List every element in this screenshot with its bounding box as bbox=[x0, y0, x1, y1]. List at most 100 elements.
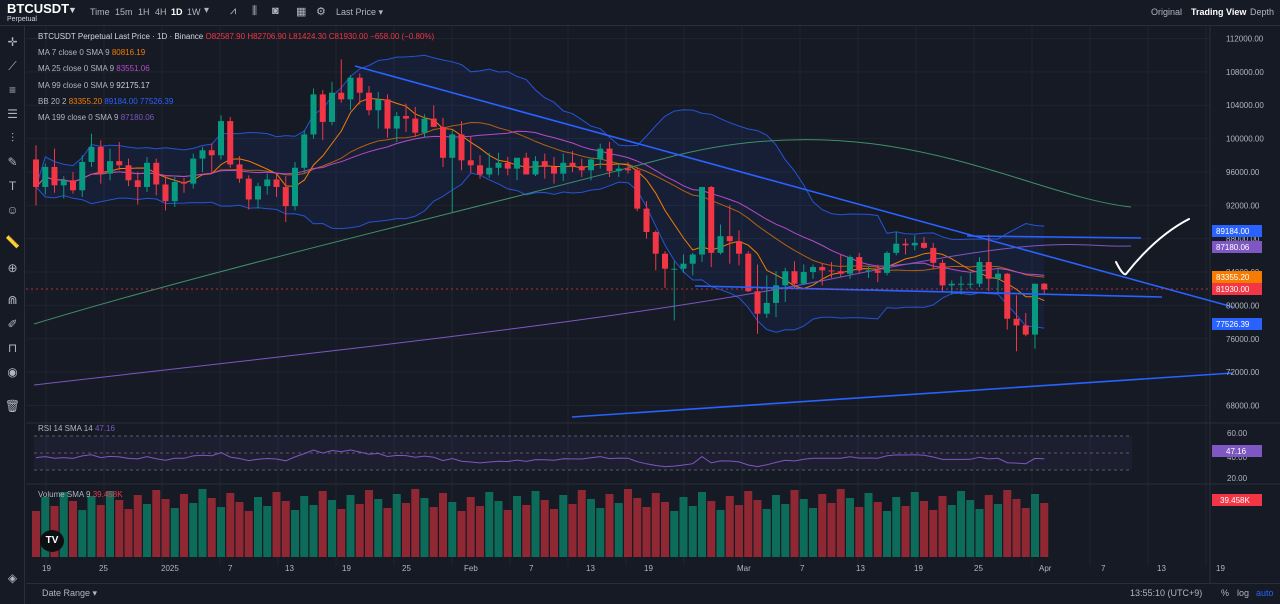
lock-icon[interactable]: ⊓ bbox=[7, 341, 18, 355]
candle bbox=[393, 111, 400, 142]
candle bbox=[347, 75, 354, 111]
candle bbox=[819, 263, 826, 286]
symbol-dropdown-icon[interactable]: ▼ bbox=[68, 5, 77, 15]
interval-4h[interactable]: 4H bbox=[155, 7, 167, 17]
interval-1w[interactable]: 1W bbox=[187, 7, 201, 17]
crosshair-icon[interactable]: ✛ bbox=[7, 35, 18, 49]
candle bbox=[551, 156, 557, 184]
legend-bb[interactable]: BB 20 2 83355.20 89184.00 77526.39 bbox=[38, 97, 173, 106]
candle bbox=[292, 161, 298, 211]
candle-body bbox=[763, 302, 770, 314]
symbol-name[interactable]: BTCUSDT bbox=[7, 1, 70, 16]
text-icon[interactable]: T bbox=[8, 179, 17, 193]
candle bbox=[847, 255, 853, 279]
candle bbox=[800, 264, 807, 285]
magnet-icon[interactable]: ⋒ bbox=[7, 293, 18, 307]
legend-rsi[interactable]: RSI 14 SMA 14 47.16 bbox=[38, 424, 115, 433]
log-toggle[interactable]: log bbox=[1237, 588, 1250, 598]
interval-15m[interactable]: 15m bbox=[115, 7, 133, 17]
candle-body bbox=[366, 92, 372, 111]
candle bbox=[477, 155, 483, 179]
percent-toggle[interactable]: % bbox=[1221, 588, 1230, 598]
clock: 13:55:10 (UTC+9) bbox=[1130, 588, 1203, 598]
trendline-icon[interactable]: ⟋ bbox=[8, 59, 17, 73]
volume-bar bbox=[550, 509, 558, 557]
volume-bar bbox=[318, 491, 327, 557]
candle-body bbox=[403, 116, 409, 119]
candle bbox=[939, 259, 946, 292]
volume-bar bbox=[272, 492, 281, 557]
legend-ma25[interactable]: MA 25 close 0 SMA 9 83551.06 bbox=[38, 64, 150, 73]
candle bbox=[773, 271, 779, 318]
price-tag bbox=[1212, 271, 1262, 283]
time-tick-label: 13 bbox=[1157, 564, 1166, 573]
view-original[interactable]: Original bbox=[1151, 7, 1183, 17]
volume-bar bbox=[115, 500, 124, 557]
contract-type: Perpetual bbox=[7, 16, 37, 23]
grid-icon[interactable]: ▦ bbox=[296, 6, 307, 18]
time-tick-label: 25 bbox=[974, 564, 983, 573]
view-trading-view[interactable]: Trading View bbox=[1191, 7, 1247, 17]
last-price-dropdown[interactable]: Last Price ▾ bbox=[336, 7, 384, 17]
candle bbox=[874, 264, 881, 283]
interval-1d[interactable]: 1D bbox=[171, 7, 183, 17]
volume-bar bbox=[503, 510, 512, 557]
candle bbox=[199, 146, 206, 172]
volume-bar bbox=[762, 509, 771, 557]
layers-icon[interactable]: ◈ bbox=[7, 571, 18, 585]
legend-ma99[interactable]: MA 99 close 0 SMA 9 92175.17 bbox=[38, 81, 150, 90]
candle-body bbox=[884, 252, 890, 273]
interval-1h[interactable]: 1H bbox=[138, 7, 150, 17]
trash-icon[interactable]: 🗑 bbox=[4, 399, 21, 413]
ruler-icon[interactable]: 📏 bbox=[5, 235, 20, 249]
candle-body bbox=[486, 167, 493, 175]
candle-body bbox=[97, 146, 104, 174]
candle bbox=[884, 251, 890, 276]
candle-style-icon[interactable]: ⫼ bbox=[252, 5, 258, 17]
candle bbox=[356, 73, 363, 105]
settings-gear-icon[interactable]: ⚙ bbox=[316, 6, 326, 18]
view-depth[interactable]: Depth bbox=[1250, 7, 1275, 17]
candle-body bbox=[569, 162, 576, 167]
fib-icon[interactable]: ☰ bbox=[7, 107, 18, 121]
legend-bb-v2: 89184.00 bbox=[104, 97, 138, 106]
candle-body bbox=[939, 262, 946, 286]
legend-ma199[interactable]: MA 199 close 0 SMA 9 87180.06 bbox=[38, 113, 154, 122]
legend-rsi-label: RSI 14 SMA 14 bbox=[38, 424, 93, 433]
date-range-button[interactable]: Date Range ▾ bbox=[42, 588, 98, 598]
candle-body bbox=[837, 271, 844, 274]
interval-dropdown-icon[interactable]: ▾ bbox=[204, 5, 210, 16]
volume-tag-label: 39.458K bbox=[1220, 496, 1250, 505]
eye-icon[interactable]: ◉ bbox=[7, 365, 18, 379]
chart-canvas[interactable]: 112000.00 108000.00 104000.00 100000.00 9600… bbox=[26, 26, 1280, 583]
volume-bar bbox=[226, 493, 235, 557]
auto-toggle[interactable]: auto bbox=[1256, 588, 1274, 598]
legend-volume[interactable]: Volume SMA 9 39.458K bbox=[38, 490, 123, 499]
candle-body bbox=[1041, 283, 1048, 290]
interval-time[interactable]: Time bbox=[90, 7, 110, 17]
brush-icon[interactable]: ✎ bbox=[7, 155, 18, 169]
candle bbox=[70, 171, 76, 194]
indicators-icon[interactable]: ⩘ bbox=[230, 5, 237, 17]
channel-icon[interactable]: ⫶ bbox=[10, 131, 14, 145]
candle-body bbox=[995, 273, 1001, 279]
last-price-label: Last Price bbox=[336, 7, 377, 17]
candle bbox=[97, 140, 104, 184]
candle bbox=[60, 176, 67, 199]
price-tag bbox=[1212, 283, 1262, 295]
emoji-icon[interactable]: ☺ bbox=[6, 203, 19, 217]
legend-ma7[interactable]: MA 7 close 0 SMA 9 80816.19 bbox=[38, 48, 145, 57]
candle bbox=[921, 237, 927, 249]
screenshot-icon[interactable]: ◙ bbox=[272, 5, 279, 17]
candle bbox=[1013, 295, 1020, 352]
horizontal-lines-icon[interactable]: ≡ bbox=[8, 83, 16, 97]
candle bbox=[245, 175, 252, 210]
zoom-icon[interactable]: ⊕ bbox=[7, 261, 18, 275]
descending-trendline bbox=[354, 65, 1234, 308]
tradingview-logo[interactable]: TV bbox=[40, 530, 64, 552]
candle bbox=[125, 158, 132, 187]
lock-drawing-icon[interactable]: ✐ bbox=[7, 317, 18, 331]
candle bbox=[134, 171, 141, 205]
volume-bar bbox=[180, 494, 188, 557]
volume-bar bbox=[439, 493, 447, 557]
